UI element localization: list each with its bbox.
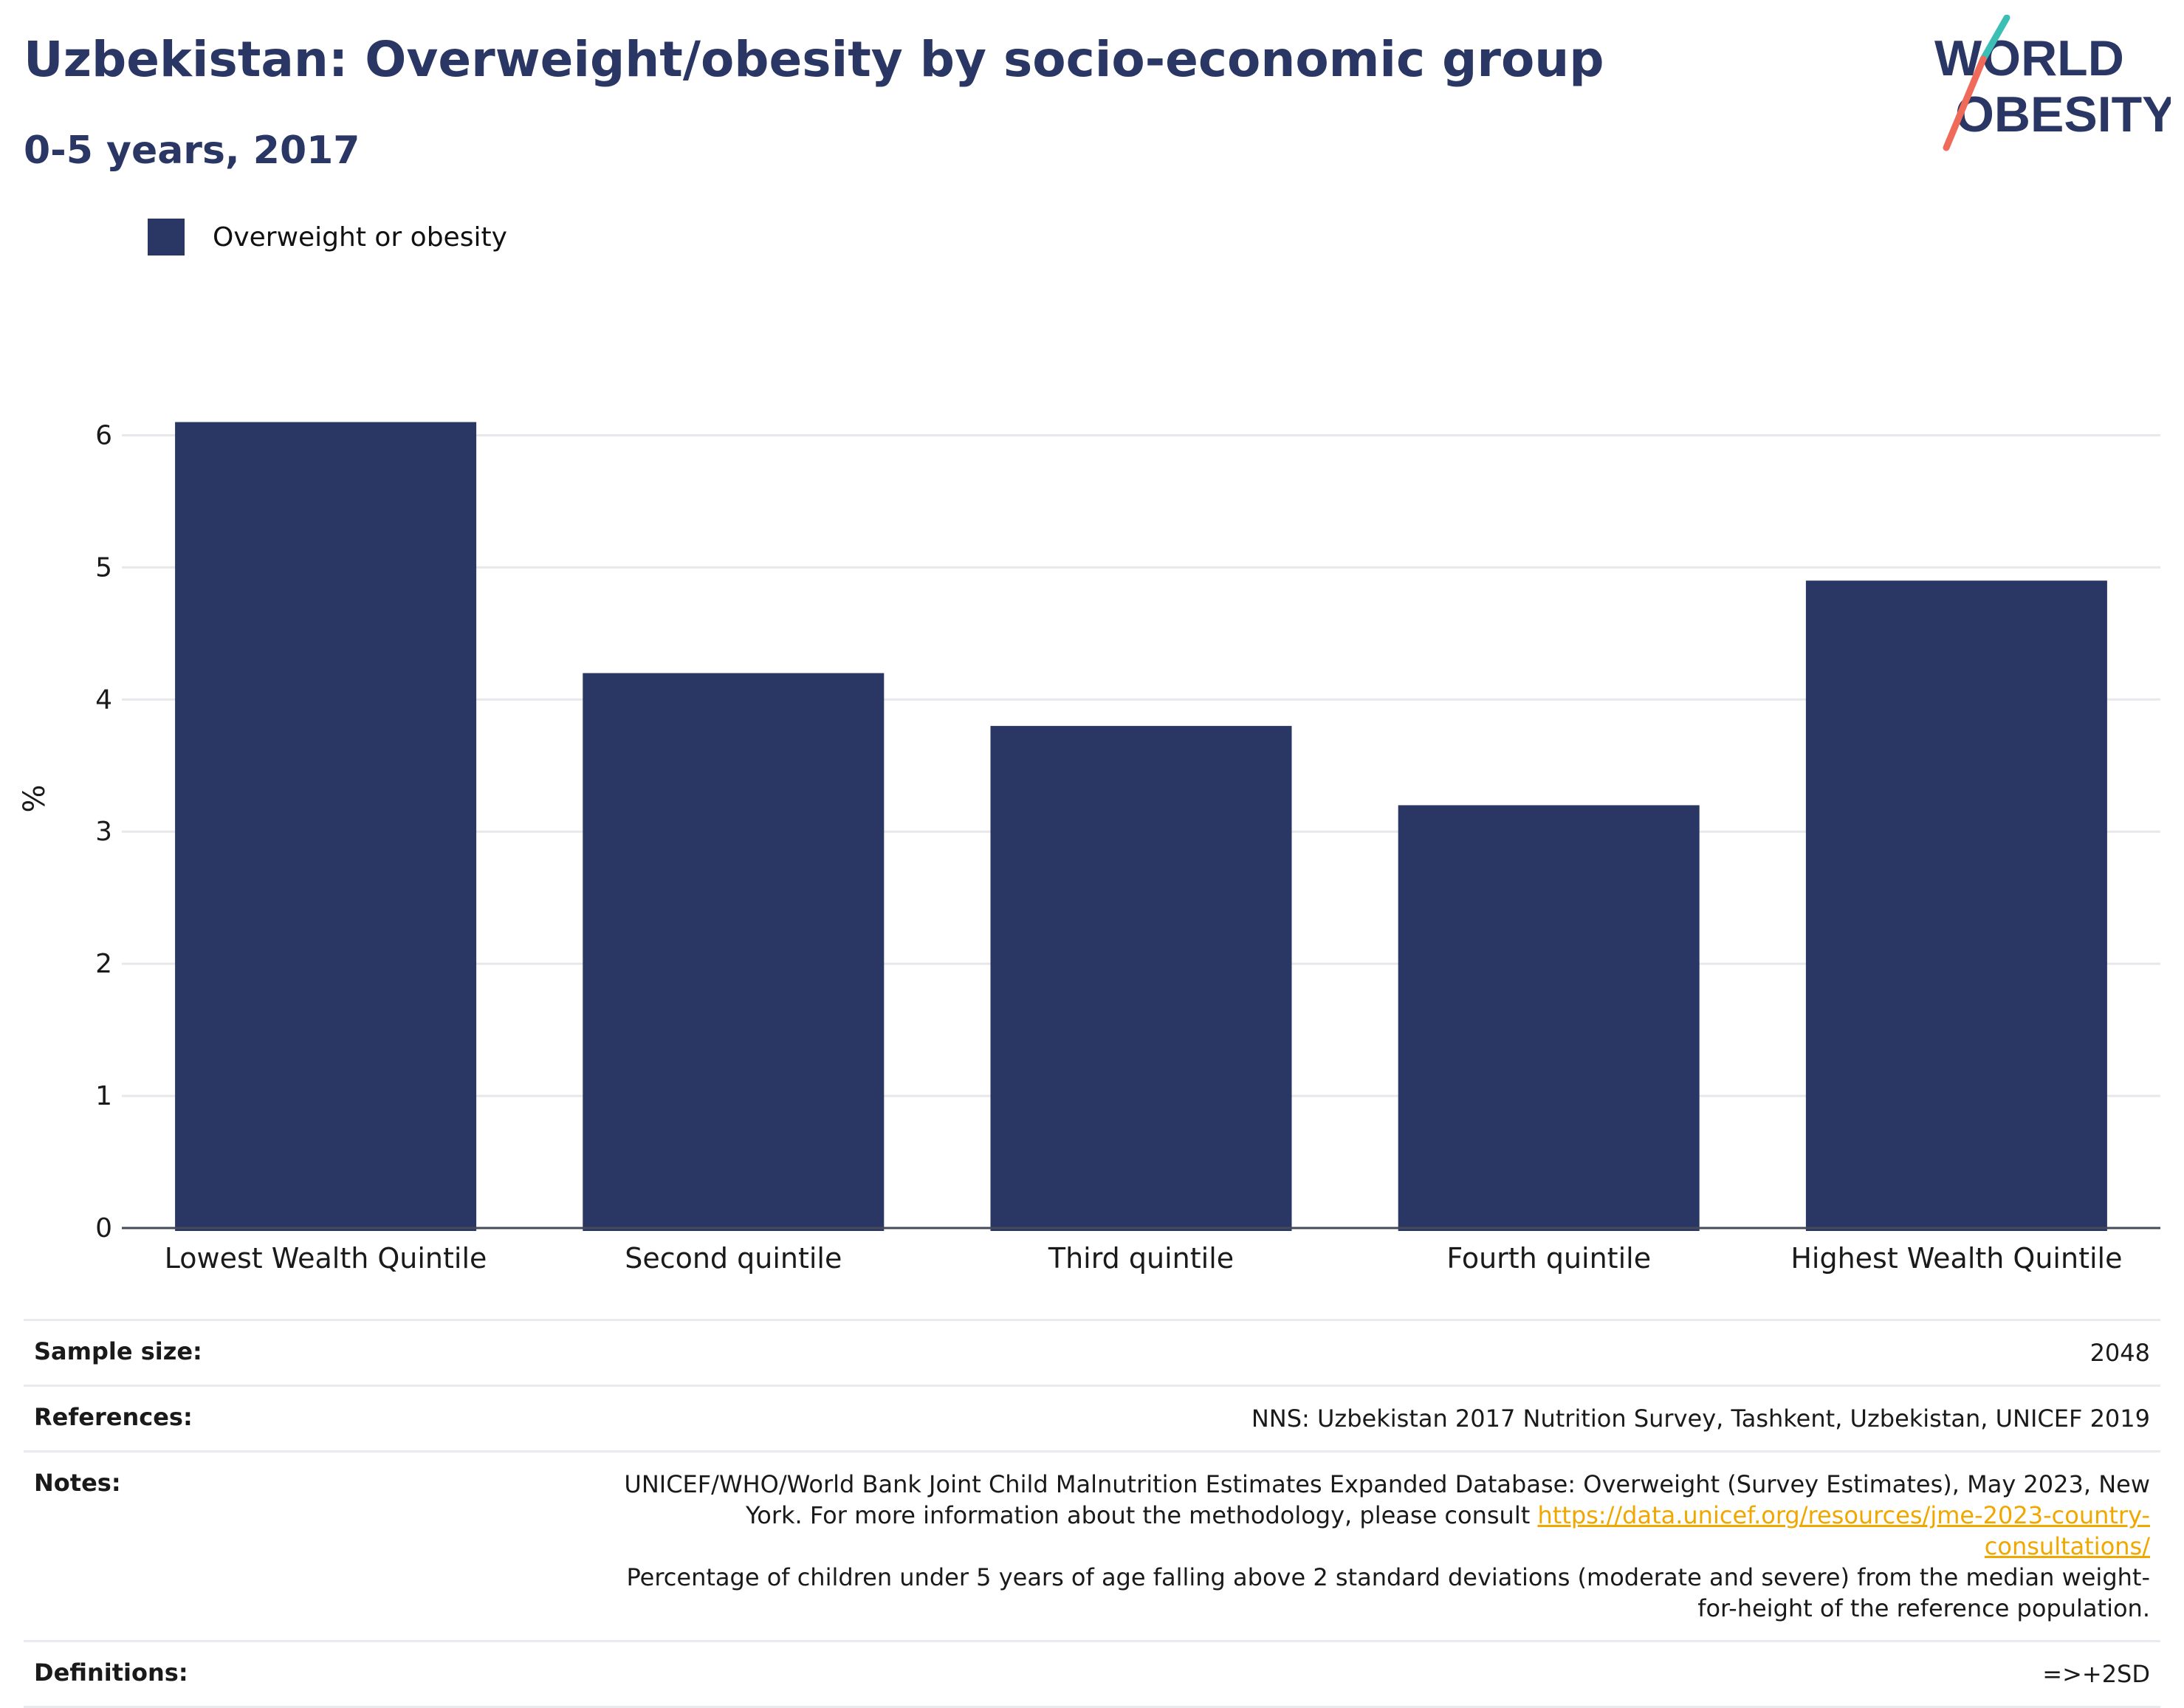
- notes-value: UNICEF/WHO/World Bank Joint Child Malnut…: [600, 1469, 2150, 1624]
- notes-row: Notes: UNICEF/WHO/World Bank Joint Child…: [24, 1450, 2160, 1640]
- x-tick-label: Second quintile: [625, 1242, 842, 1275]
- bar: [175, 422, 477, 1231]
- chart-title: Uzbekistan: Overweight/obesity by socio-…: [24, 31, 1604, 88]
- notes-text-definition: Percentage of children under 5 years of …: [626, 1563, 2151, 1622]
- sample-size-row: Sample size: 2048: [24, 1319, 2160, 1385]
- y-tick-label: 3: [95, 817, 112, 847]
- notes-link[interactable]: https://data.unicef.org/resources/jme-20…: [1537, 1501, 2150, 1560]
- y-axis-title: %: [18, 784, 52, 812]
- info-table: Sample size: 2048 References: NNS: Uzbek…: [24, 1319, 2160, 1708]
- bar: [1805, 580, 2107, 1231]
- logo-slash-coral: [1943, 55, 1987, 151]
- notes-label: Notes:: [34, 1469, 121, 1497]
- definitions-row: Definitions: =>+2SD: [24, 1640, 2160, 1708]
- y-tick-label: 0: [95, 1213, 112, 1244]
- bar: [583, 673, 885, 1231]
- chart-subtitle: 0-5 years, 2017: [24, 128, 360, 173]
- logo-word-obesity: OBESITY: [1955, 86, 2171, 143]
- logo-word-world: WORLD: [1934, 30, 2124, 86]
- x-tick-label: Fourth quintile: [1446, 1242, 1651, 1275]
- notes-text: UNICEF/WHO/World Bank Joint Child Malnut…: [624, 1470, 2150, 1529]
- references-label: References:: [34, 1403, 193, 1431]
- y-tick-label: 2: [95, 949, 112, 979]
- x-tick-label: Lowest Wealth Quintile: [165, 1242, 487, 1275]
- x-tick-label: Highest Wealth Quintile: [1790, 1242, 2122, 1275]
- legend-label: Overweight or obesity: [213, 222, 507, 253]
- logo-slash-teal: [1979, 15, 2010, 63]
- legend-swatch: [148, 219, 185, 255]
- y-tick-label: 1: [95, 1081, 112, 1111]
- references-row: References: NNS: Uzbekistan 2017 Nutriti…: [24, 1385, 2160, 1450]
- legend[interactable]: Overweight or obesity: [148, 219, 507, 255]
- definitions-value: =>+2SD: [2042, 1660, 2150, 1688]
- references-value: NNS: Uzbekistan 2017 Nutrition Survey, T…: [1251, 1405, 2150, 1433]
- y-tick-label: 4: [95, 685, 112, 715]
- bar: [990, 726, 1292, 1231]
- world-obesity-logo[interactable]: WORLD OBESITY: [1920, 15, 2171, 162]
- x-tick-label: Third quintile: [1048, 1242, 1234, 1275]
- bar: [1398, 805, 1700, 1231]
- sample-size-label: Sample size:: [34, 1337, 202, 1365]
- y-tick-label: 6: [95, 420, 112, 450]
- sample-size-value: 2048: [2089, 1339, 2150, 1367]
- y-tick-label: 5: [95, 552, 112, 583]
- definitions-label: Definitions:: [34, 1659, 188, 1687]
- bar-chart: 0 1 2 3 4 5 6 Lowest Wealth Quintile Second quin…: [18, 420, 2160, 1275]
